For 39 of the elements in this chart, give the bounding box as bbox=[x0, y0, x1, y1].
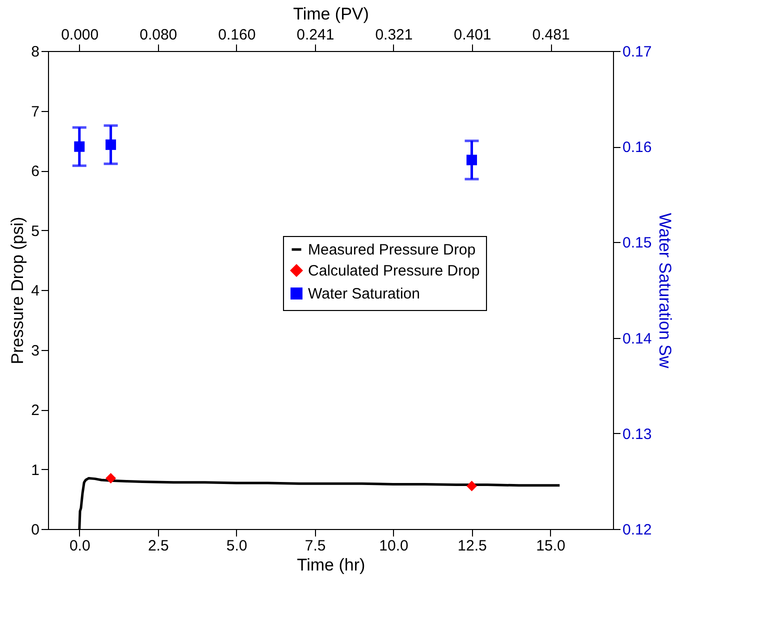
y2-tick-label: 0.13 bbox=[622, 426, 652, 443]
y2-axis-title: Water Saturation Sw bbox=[656, 212, 675, 369]
x2-tick-label: 0.160 bbox=[218, 26, 256, 44]
x2-tick-label: 0.481 bbox=[532, 26, 570, 44]
x-tick-label: 10.0 bbox=[379, 538, 408, 554]
y-tick-label: 5 bbox=[31, 222, 40, 240]
y2-tick-label: 0.15 bbox=[622, 234, 652, 252]
y-tick-label: 3 bbox=[31, 342, 40, 360]
y-tick-label: 4 bbox=[31, 282, 40, 300]
point bbox=[106, 139, 116, 150]
x2-tick-label: 0.241 bbox=[296, 26, 334, 44]
legend-label: Calculated Pressure Drop bbox=[308, 262, 480, 280]
y-axis-title: Pressure Drop (psi) bbox=[8, 216, 28, 364]
y2-tick-label: 0.16 bbox=[622, 139, 652, 156]
y2-tick-label: 0.17 bbox=[622, 44, 652, 60]
x-tick-label: 5.0 bbox=[226, 538, 248, 554]
x-tick-label: 12.5 bbox=[458, 538, 487, 554]
y-tick-label: 1 bbox=[31, 462, 40, 479]
x2-tick-label: 0.080 bbox=[140, 26, 178, 44]
x-axis-title: Time (hr) bbox=[296, 556, 366, 574]
x2-tick-label: 0.321 bbox=[375, 26, 413, 44]
x2-tick-label: 0.000 bbox=[61, 26, 99, 44]
y-tick-label: 6 bbox=[31, 163, 40, 180]
legend-label: Measured Pressure Drop bbox=[308, 242, 476, 258]
point bbox=[74, 141, 85, 152]
x-tick-label: 7.5 bbox=[304, 538, 326, 554]
y-tick-label: 2 bbox=[31, 402, 40, 419]
legend-label: Water Saturation bbox=[308, 286, 420, 302]
x-tick-label: 15.0 bbox=[536, 538, 566, 554]
x2-tick-label: 0.401 bbox=[454, 26, 492, 44]
y-tick-label: 8 bbox=[31, 44, 40, 60]
y-tick-label: 0 bbox=[31, 522, 40, 538]
y2-tick-label: 0.12 bbox=[622, 522, 652, 538]
x2-axis-title: Time (PV) bbox=[293, 4, 369, 24]
x-tick-label: 0.0 bbox=[69, 538, 90, 554]
x-tick-label: 2.5 bbox=[148, 538, 169, 554]
point bbox=[466, 154, 477, 166]
y-tick-label: 7 bbox=[31, 103, 40, 120]
y2-tick-label: 0.14 bbox=[622, 330, 652, 348]
